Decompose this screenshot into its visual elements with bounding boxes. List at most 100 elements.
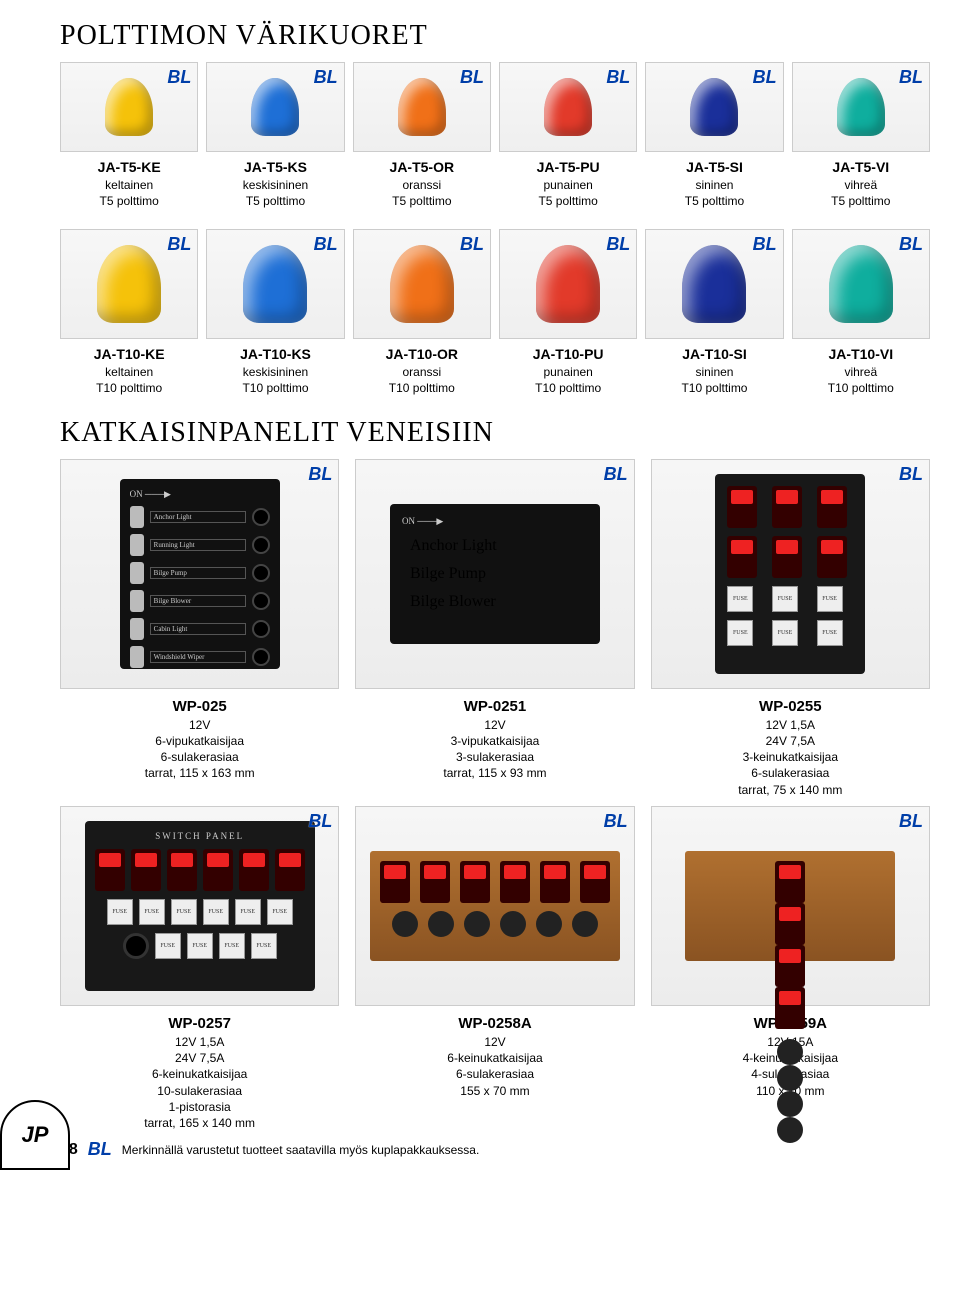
bulb-icon <box>398 78 446 136</box>
bulb-icon <box>97 245 161 323</box>
panels-row2-images: BL SWITCH PANEL FUSEFUSEFUSEFUSEFUSEFUSE… <box>60 806 930 1006</box>
bl-badge-icon: BL <box>899 234 923 255</box>
product-desc: oranssi <box>353 177 491 193</box>
bulb-caption: JA-T10-SIsininenT10 polttimo <box>645 345 783 396</box>
product-sku: WP-0251 <box>355 697 634 717</box>
bulb-image-cell: BL <box>499 62 637 152</box>
product-desc: T10 polttimo <box>353 380 491 396</box>
panels-row1-images: BL ON ───▶ Anchor Light Running Light Bi… <box>60 459 930 689</box>
product-sku: JA-T10-SI <box>645 345 783 364</box>
product-sku: JA-T10-OR <box>353 345 491 364</box>
bulb-caption: JA-T10-VIvihreäT10 polttimo <box>792 345 930 396</box>
product-sku: JA-T5-OR <box>353 158 491 177</box>
product-spec-line: 12V <box>60 717 339 733</box>
bulb-icon <box>536 245 600 323</box>
product-spec-line: 6-sulakerasiaa <box>355 1066 634 1082</box>
panel-image-wp0259a: BL <box>651 806 930 1006</box>
product-sku: JA-T5-KS <box>206 158 344 177</box>
product-sku: WP-0258A <box>355 1014 634 1034</box>
product-desc: keltainen <box>60 177 198 193</box>
panel-image-wp0257: BL SWITCH PANEL FUSEFUSEFUSEFUSEFUSEFUSE… <box>60 806 339 1006</box>
product-sku: JA-T10-KS <box>206 345 344 364</box>
on-arrow-label: ON ───▶ <box>402 516 588 527</box>
bulb-caption: JA-T10-KEkeltainenT10 polttimo <box>60 345 198 396</box>
product-desc: T5 polttimo <box>645 193 783 209</box>
switch-panel-wood6 <box>370 851 620 961</box>
bl-badge-icon: BL <box>460 234 484 255</box>
product-desc: oranssi <box>353 364 491 380</box>
bl-badge-icon: BL <box>753 67 777 88</box>
switch-panel-6rocker-socket: SWITCH PANEL FUSEFUSEFUSEFUSEFUSEFUSE FU… <box>85 821 315 991</box>
bulb-image-cell: BL <box>645 62 783 152</box>
product-desc: T10 polttimo <box>645 380 783 396</box>
product-spec-line: 12V 1,5A <box>60 1034 339 1050</box>
bl-badge-icon: BL <box>314 234 338 255</box>
switch-panel-6toggle: ON ───▶ Anchor Light Running Light Bilge… <box>120 479 280 669</box>
product-spec-line: 24V 7,5A <box>60 1050 339 1066</box>
switch-panel-9rocker: FUSEFUSEFUSE FUSEFUSEFUSE <box>715 474 865 674</box>
product-desc: T5 polttimo <box>206 193 344 209</box>
switch-panel-wood4 <box>685 851 895 961</box>
product-desc: T10 polttimo <box>60 380 198 396</box>
bl-badge-icon: BL <box>308 464 332 485</box>
jp-logo-icon: JP <box>0 1100 70 1170</box>
product-desc: punainen <box>499 177 637 193</box>
product-spec-line: 155 x 70 mm <box>355 1083 634 1099</box>
product-desc: vihreä <box>792 177 930 193</box>
section-title-2: KATKAISINPANELIT VENEISIIN <box>60 417 930 449</box>
product-spec-line: 10-sulakerasiaa <box>60 1083 339 1099</box>
product-sku: JA-T10-PU <box>499 345 637 364</box>
product-desc: T5 polttimo <box>60 193 198 209</box>
panel-caption: WP-025712V 1,5A24V 7,5A6-keinukatkaisija… <box>60 1014 339 1131</box>
bulb-caption: JA-T5-SIsininenT5 polttimo <box>645 158 783 209</box>
bl-badge-icon: BL <box>167 234 191 255</box>
product-desc: sininen <box>645 177 783 193</box>
bulb-icon <box>829 245 893 323</box>
t10-image-row: BL BL BL BL BL BL <box>60 229 930 339</box>
product-sku: JA-T5-VI <box>792 158 930 177</box>
bl-badge-icon: BL <box>460 67 484 88</box>
product-desc: T5 polttimo <box>792 193 930 209</box>
section-title-1: POLTTIMON VÄRIKUORET <box>60 20 930 52</box>
bl-badge-icon: BL <box>606 67 630 88</box>
product-spec-line: tarrat, 115 x 163 mm <box>60 765 339 781</box>
panel-caption: WP-025112V3-vipukatkaisijaa3-sulakerasia… <box>355 697 634 798</box>
product-spec-line: 3-keinukatkaisijaa <box>651 749 930 765</box>
bulb-image-cell: BL <box>792 62 930 152</box>
bulb-image-cell: BL <box>353 229 491 339</box>
product-spec-line: 24V 7,5A <box>651 733 930 749</box>
bl-badge-icon: BL <box>604 464 628 485</box>
bl-badge-icon: BL <box>314 67 338 88</box>
product-sku: JA-T5-PU <box>499 158 637 177</box>
product-sku: JA-T10-KE <box>60 345 198 364</box>
bulb-image-cell: BL <box>645 229 783 339</box>
bl-badge-icon: BL <box>606 234 630 255</box>
panel-caption: WP-025512V 1,5A24V 7,5A3-keinukatkaisija… <box>651 697 930 798</box>
product-desc: keskisininen <box>206 364 344 380</box>
footer-text: Merkinnällä varustetut tuotteet saatavil… <box>122 1143 480 1157</box>
product-spec-line: 3-vipukatkaisijaa <box>355 733 634 749</box>
bulb-image-cell: BL <box>206 229 344 339</box>
bulb-icon <box>243 245 307 323</box>
bulb-image-cell: BL <box>206 62 344 152</box>
panel-image-wp0251: BL ON ───▶ Anchor Light Bilge Pump Bilge… <box>355 459 634 689</box>
product-sku: JA-T5-KE <box>60 158 198 177</box>
product-desc: T10 polttimo <box>499 380 637 396</box>
product-desc: T10 polttimo <box>792 380 930 396</box>
bulb-image-cell: BL <box>499 229 637 339</box>
product-desc: keskisininen <box>206 177 344 193</box>
product-spec-line: tarrat, 115 x 93 mm <box>355 765 634 781</box>
bulb-icon <box>690 78 738 136</box>
bulb-icon <box>682 245 746 323</box>
product-spec-line: 6-vipukatkaisijaa <box>60 733 339 749</box>
bulb-image-cell: BL <box>60 229 198 339</box>
product-spec-line: 6-sulakerasiaa <box>651 765 930 781</box>
bulb-caption: JA-T5-KEkeltainenT5 polttimo <box>60 158 198 209</box>
product-spec-line: 12V <box>355 717 634 733</box>
bulb-caption: JA-T5-ORoranssiT5 polttimo <box>353 158 491 209</box>
bulb-caption: JA-T10-KSkeskisininenT10 polttimo <box>206 345 344 396</box>
bl-badge-icon: BL <box>308 811 332 832</box>
bulb-icon <box>837 78 885 136</box>
t5-image-row: BLBLBLBLBLBL <box>60 62 930 152</box>
product-desc: punainen <box>499 364 637 380</box>
